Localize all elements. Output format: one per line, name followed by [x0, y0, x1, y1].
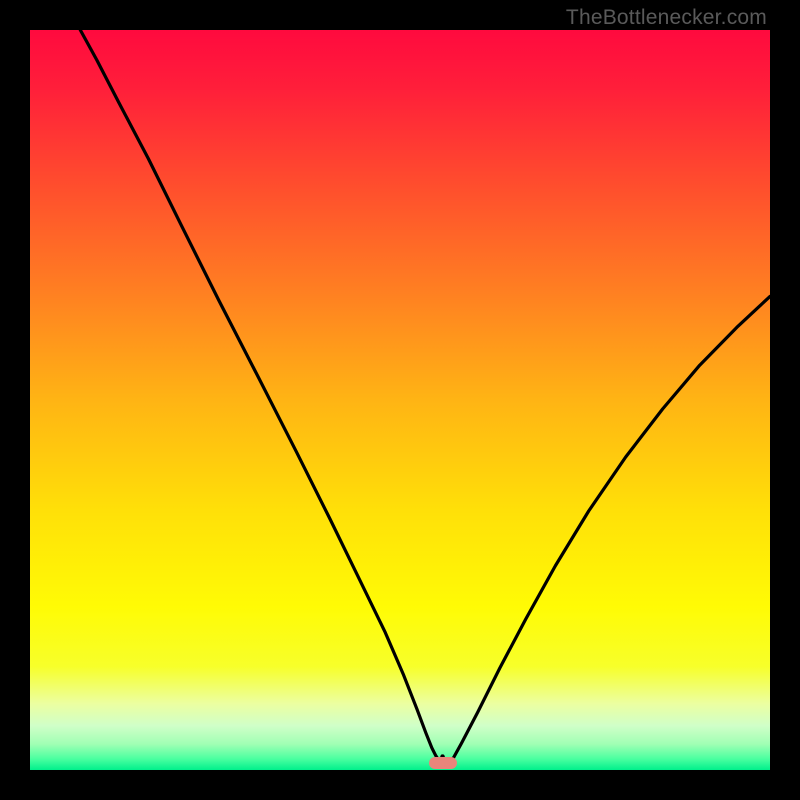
bottleneck-curve [80, 30, 770, 762]
curve-layer [30, 30, 770, 770]
optimum-marker [429, 757, 457, 769]
watermark-text: TheBottlenecker.com [566, 6, 767, 30]
chart-frame: TheBottlenecker.com [0, 0, 800, 800]
chart-plot-area [30, 30, 770, 770]
